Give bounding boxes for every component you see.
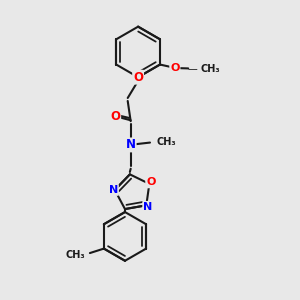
Text: CH₃: CH₃ xyxy=(200,64,220,74)
Text: N: N xyxy=(109,185,118,195)
Text: O: O xyxy=(110,110,120,123)
Text: O: O xyxy=(146,177,155,188)
Text: O: O xyxy=(170,62,179,73)
Text: O: O xyxy=(133,71,143,84)
Text: N: N xyxy=(143,202,152,212)
Text: N: N xyxy=(126,138,136,152)
Text: CH₃: CH₃ xyxy=(157,137,176,147)
Text: CH₃: CH₃ xyxy=(65,250,85,260)
Text: —: — xyxy=(188,64,198,74)
